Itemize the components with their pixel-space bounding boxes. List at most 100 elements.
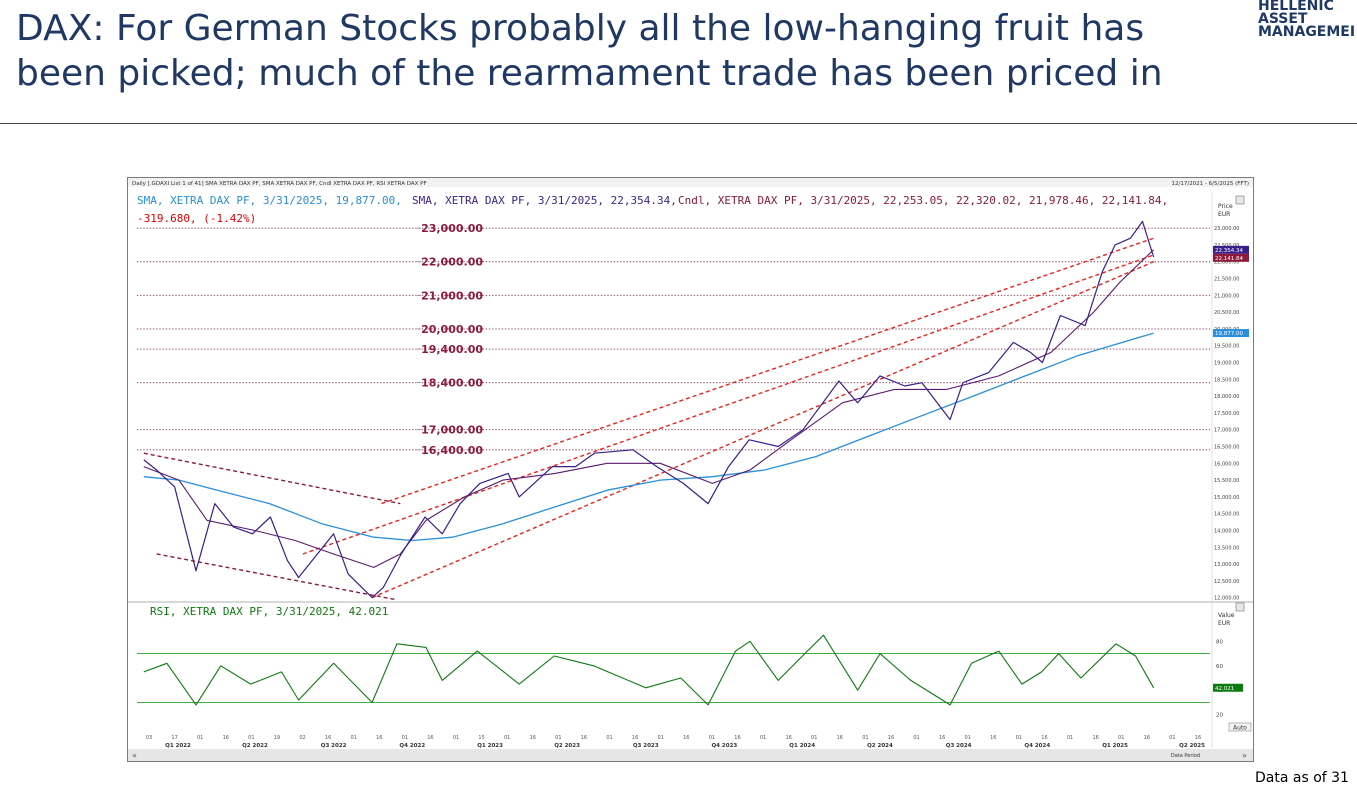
price-pane-close-button[interactable] [1235,195,1245,205]
x-day-tick-label: 16 [530,735,536,741]
chart-date-range: 12/17/2021 - 6/5/2025 (FFT) [1171,181,1249,187]
x-day-tick-label: 01 [248,735,254,741]
x-quarter-label: Q3 2023 [633,743,659,749]
last-value-label: 22,354.34 [1215,248,1243,254]
x-quarter-label: Q3 2024 [946,743,972,749]
x-day-tick-label: 01 [965,735,971,741]
legend-sma-long: SMA, XETRA DAX PF, 3/31/2025, 19,877.00, [137,194,402,207]
x-day-tick-label: 16 [939,735,945,741]
x-day-tick-label: 01 [709,735,715,741]
chart-header-text: Daily [.GDAXI List 1 of 41] SMA XETRA DA… [132,181,427,187]
price-tick-label: 13,500.00 [1214,545,1239,551]
x-day-tick-label: 01 [350,735,356,741]
x-day-tick-label: 16 [581,735,587,741]
trend-channel-downtrend-lower [156,553,395,601]
rsi-line [143,634,1155,706]
slide-title: DAX: For German Stocks probably all the … [16,6,1196,96]
price-tick-label: 14,000.00 [1214,528,1239,534]
scroll-left-icon[interactable]: « [132,751,137,760]
last-value-tag [1213,329,1249,338]
x-day-tick-label: 16 [785,735,791,741]
x-day-tick-label: 01 [862,735,868,741]
x-day-tick-label: 01 [555,735,561,741]
x-day-tick-label: 01 [453,735,459,741]
level-label: 17,000.00 [421,424,483,437]
x-day-tick-label: 01 [658,735,664,741]
x-day-tick-label: 16 [683,735,689,741]
title-divider [0,123,1357,124]
x-quarter-label: Q1 2024 [789,743,815,749]
price-tick-label: 12,500.00 [1214,579,1239,585]
x-day-tick-label: 16 [837,735,843,741]
price-tick-label: 17,500.00 [1214,411,1239,417]
legend-candle: Cndl, XETRA DAX PF, 3/31/2025, 22,253.05… [678,194,1168,207]
price-tick-label: 15,500.00 [1214,478,1239,484]
price-tick-label: 12,000.00 [1214,596,1239,602]
company-logo: HELLENIC ASSET MANAGEMEI [1258,0,1357,44]
rsi-tick-label: 60 [1216,664,1223,670]
axis-layer: 23,000.00 22,000.00 21,000.00 20,000.00 19,4… [146,222,1249,749]
logo-line-1: HELLENIC [1258,0,1334,14]
auto-scale-button[interactable] [1228,722,1252,732]
x-day-tick-label: 16 [632,735,638,741]
x-day-tick-label: 16 [223,735,229,741]
x-day-tick-label: 01 [1169,735,1175,741]
rsi-axis-title: Value [1218,612,1235,619]
rsi-tick-label: 80 [1216,639,1223,645]
logo-line-3: MANAGEMEI [1258,24,1356,40]
x-day-tick-label: 01 [197,735,203,741]
price-tick-label: 18,500.00 [1214,377,1239,383]
price-tick-label: 13,000.00 [1214,562,1239,568]
last-value-label: 22,141.84 [1215,256,1243,262]
rsi-last-label: 42.021 [1215,686,1234,692]
price-line [143,220,1155,599]
price-tick-label: 20,500.00 [1214,310,1239,316]
chart-frame: Daily [.GDAXI List 1 of 41] SMA XETRA DA… [127,177,1254,762]
x-day-tick-label: 16 [376,735,382,741]
x-quarter-label: Q4 2022 [399,743,425,749]
level-label: 18,400.00 [421,377,483,390]
rsi-tick-label: 20 [1216,713,1223,719]
x-day-tick-label: 16 [1195,735,1201,741]
price-tick-label: 18,000.00 [1214,394,1239,400]
x-quarter-label: Q1 2022 [165,743,191,749]
level-label: 20,000.00 [421,323,483,336]
x-day-tick-label: 03 [146,735,152,741]
level-label: 22,000.00 [421,256,483,269]
x-quarter-label: Q2 2025 [1179,743,1205,749]
rsi-axis-unit: EUR [1218,620,1230,627]
x-day-tick-label: 01 [760,735,766,741]
sma-long-line [143,332,1154,542]
timeline-scrollbar[interactable] [128,749,1253,761]
x-day-tick-label: 16 [1041,735,1047,741]
x-day-tick-label: 16 [1144,735,1150,741]
x-day-tick-label: 01 [606,735,612,741]
level-label: 21,000.00 [421,289,483,302]
x-day-tick-label: 17 [171,735,177,741]
logo-line-2: ASSET [1258,11,1308,27]
x-day-tick-label: 16 [427,735,433,741]
dax-chart: Daily [.GDAXI List 1 of 41] SMA XETRA DA… [128,178,1253,761]
last-value-label: 19,877.00 [1215,331,1243,337]
x-quarter-label: Q2 2022 [242,743,268,749]
chart-header-bar [128,178,1253,187]
title-line-2: been picked; much of the rearmament trad… [16,53,1163,94]
last-value-tag [1213,245,1249,254]
trend-channel-uptrend-lower [371,261,1154,599]
legend-change: -319.680, (-1.42%) [137,212,256,225]
scroll-right-icon[interactable]: » [1242,751,1247,760]
x-day-tick-label: 16 [325,735,331,741]
x-quarter-label: Q1 2025 [1102,743,1128,749]
x-day-tick-label: 15 [478,735,484,741]
data-as-of-note: Data as of 31 [1255,770,1349,786]
x-day-tick-label: 01 [1067,735,1073,741]
x-day-tick-label: 01 [913,735,919,741]
price-tick-label: 14,500.00 [1214,512,1239,518]
rsi-last-tag [1213,683,1243,692]
price-axis-unit: EUR [1218,211,1230,218]
rsi-pane-close-button[interactable] [1235,602,1245,612]
x-quarter-label: Q2 2023 [554,743,580,749]
series-layer [143,220,1155,706]
data-period-label: Data Period [1171,753,1200,759]
price-tick-label: 16,000.00 [1214,461,1239,467]
